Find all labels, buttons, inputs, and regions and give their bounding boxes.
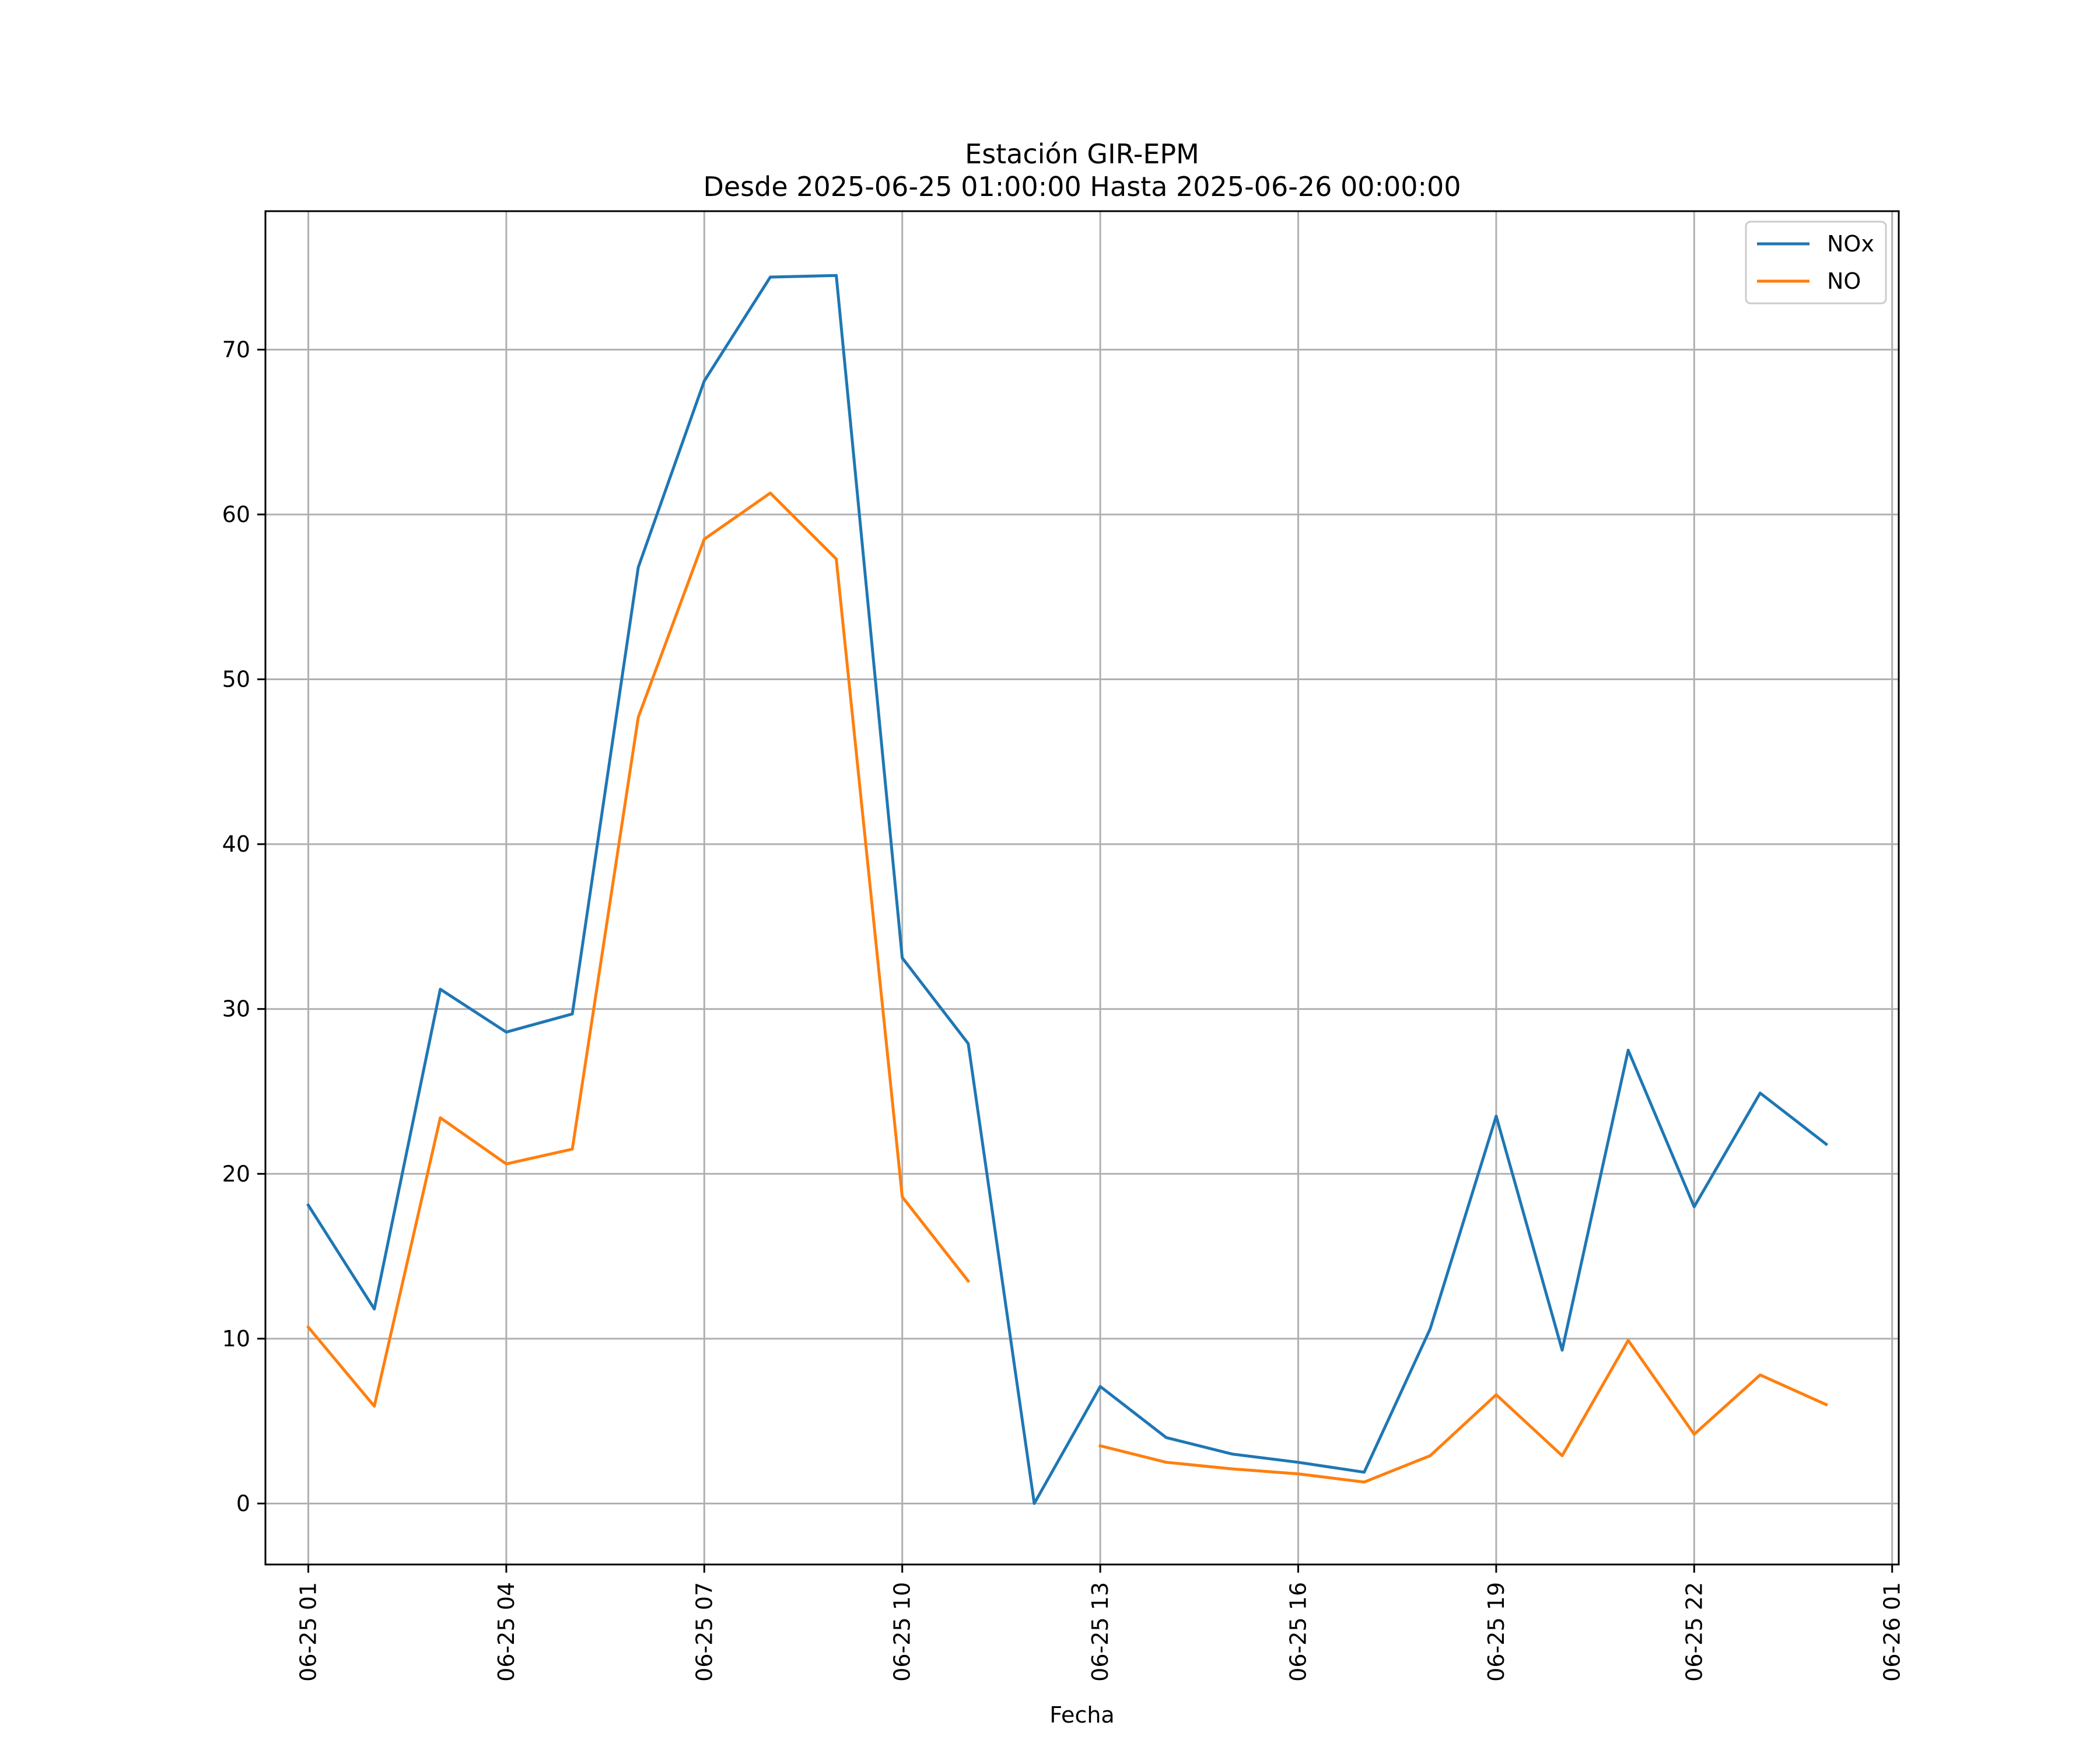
legend: NOx NO: [1745, 220, 1887, 304]
chart-title: Estación GIR-EPM: [965, 138, 1199, 170]
y-tick-label: 40: [222, 831, 250, 857]
y-tick-label: 30: [222, 996, 250, 1022]
y-axis-ticks: 0 10 20 30 40 50 60 70: [222, 337, 265, 1516]
y-tick-label: 0: [236, 1490, 250, 1516]
plot-frame: [264, 210, 1900, 1566]
legend-label-nox: NOx: [1827, 231, 1874, 257]
legend-label-no: NO: [1827, 268, 1861, 294]
x-tick-label: 06-25 01: [296, 1582, 321, 1682]
series-lines: [306, 274, 1829, 1505]
chart-subtitle: Desde 2025-06-25 01:00:00 Hasta 2025-06-…: [703, 171, 1461, 202]
x-tick-label: 06-25 10: [890, 1582, 915, 1682]
x-axis-label: Fecha: [1049, 1702, 1114, 1728]
x-tick-label: 06-26 01: [1880, 1582, 1905, 1682]
x-tick-label: 06-25 19: [1483, 1582, 1509, 1682]
y-tick-label: 10: [222, 1326, 250, 1352]
grid-lines: [265, 211, 1899, 1564]
y-tick-label: 70: [222, 337, 250, 362]
y-tick-label: 60: [222, 502, 250, 527]
x-tick-label: 06-25 13: [1087, 1582, 1113, 1682]
legend-box: [1745, 220, 1887, 304]
x-tick-label: 06-25 07: [691, 1582, 717, 1682]
x-tick-label: 06-25 22: [1681, 1582, 1707, 1682]
x-axis-ticks: 06-25 01 06-25 04 06-25 07 06-25 10 06-25 13…: [296, 1564, 1905, 1682]
series-line-nox: [306, 274, 1829, 1505]
series-line-no: [306, 491, 1828, 1484]
y-tick-label: 20: [222, 1161, 250, 1186]
x-tick-label: 06-25 16: [1286, 1582, 1311, 1682]
y-tick-label: 50: [222, 667, 250, 692]
x-tick-label: 06-25 04: [494, 1582, 519, 1682]
